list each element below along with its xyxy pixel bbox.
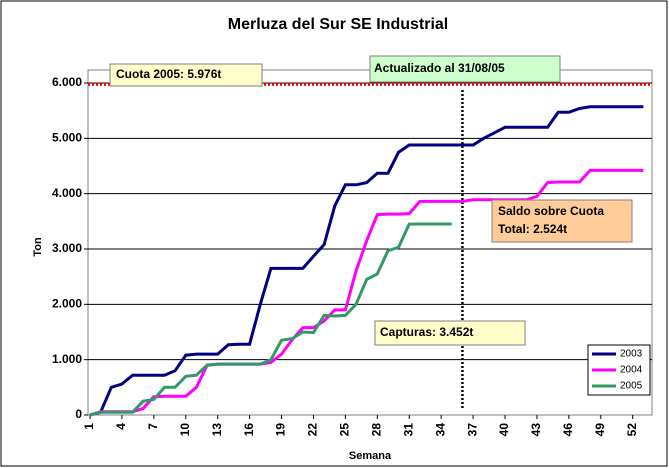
y-tick-label: 1.000 xyxy=(52,352,82,366)
annotation-box xyxy=(491,199,633,243)
x-tick-label: 37 xyxy=(465,423,479,437)
x-tick-label: 7 xyxy=(146,423,160,430)
y-tick-label: 6.000 xyxy=(52,75,82,89)
y-tick-label: 4.000 xyxy=(52,186,82,200)
annotation: Actualizado al 31/08/05 xyxy=(374,61,505,75)
x-tick-label: 1 xyxy=(82,423,96,430)
x-tick-label: 28 xyxy=(369,423,383,437)
x-axis-label: Semana xyxy=(349,450,392,462)
annotation: Cuota 2005: 5.976t xyxy=(116,67,221,81)
legend-label: 2003 xyxy=(620,349,643,360)
x-tick-label: 49 xyxy=(593,423,607,437)
x-tick-label: 4 xyxy=(114,423,128,430)
y-axis-label: Ton xyxy=(32,237,44,257)
series-line xyxy=(89,168,644,417)
x-tick-label: 43 xyxy=(529,423,543,437)
series-line xyxy=(89,105,644,417)
x-tick-label: 25 xyxy=(338,423,352,437)
x-tick-label: 19 xyxy=(274,423,288,437)
legend-label: 2004 xyxy=(620,365,643,376)
y-tick-label: 3.000 xyxy=(52,241,82,255)
x-tick-label: 10 xyxy=(178,423,192,437)
y-tick-label: 2.000 xyxy=(52,297,82,311)
chart-title: Merluza del Sur SE Industrial xyxy=(228,16,449,33)
annotation-box xyxy=(109,63,263,87)
x-tick-label: 22 xyxy=(306,423,320,437)
annotation: Capturas: 3.452t xyxy=(380,325,473,339)
x-tick-label: 16 xyxy=(242,423,256,437)
legend-label: 2005 xyxy=(620,381,643,392)
y-tick-label: 5.000 xyxy=(52,131,82,145)
annotation: Saldo sobre Cuota xyxy=(498,204,604,218)
x-tick-label: 31 xyxy=(401,423,415,437)
x-tick-label: 46 xyxy=(561,423,575,437)
annotation-box xyxy=(374,320,526,346)
x-tick-label: 40 xyxy=(497,423,511,437)
series-line xyxy=(89,222,452,417)
annotation: Total: 2.524t xyxy=(498,222,567,236)
x-tick-label: 52 xyxy=(625,423,639,437)
x-tick-label: 34 xyxy=(433,423,447,437)
annotation-box xyxy=(369,55,561,83)
y-tick-label: 0 xyxy=(75,407,82,421)
x-tick-label: 13 xyxy=(210,423,224,437)
